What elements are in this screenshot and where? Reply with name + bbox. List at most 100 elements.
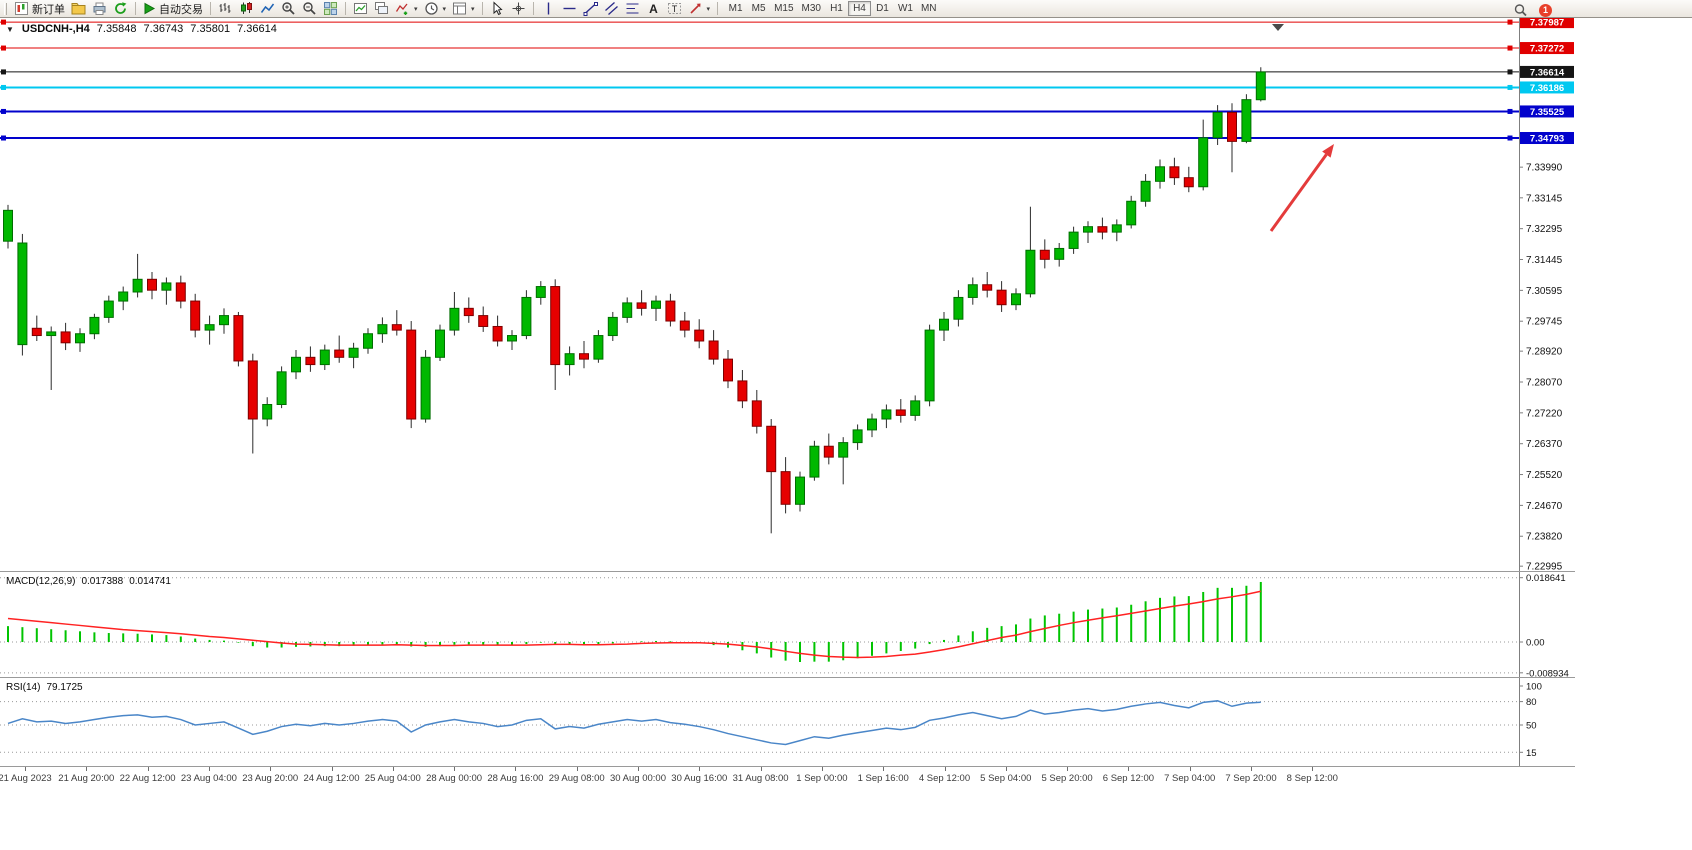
macd-value-main: 0.017388 bbox=[81, 576, 124, 587]
time-label: 1 Sep 00:00 bbox=[796, 773, 848, 784]
line-handle[interactable] bbox=[1, 108, 6, 114]
search-button[interactable] bbox=[1511, 2, 1530, 18]
svg-text:7.32295: 7.32295 bbox=[1526, 224, 1563, 235]
bull-candle bbox=[535, 286, 546, 298]
candlestick-chart-button[interactable] bbox=[237, 1, 256, 17]
profiles-button[interactable] bbox=[69, 1, 88, 17]
time-axis[interactable]: 21 Aug 2023 21 Aug 20:00 22 Aug 12:00 23 Au… bbox=[0, 766, 1575, 786]
line-handle[interactable] bbox=[1, 84, 6, 90]
bull-candle bbox=[795, 476, 805, 505]
zoom-in-button[interactable] bbox=[279, 1, 298, 17]
timeframe-H4[interactable]: H4 bbox=[847, 1, 871, 16]
timeframe-W1[interactable]: W1 bbox=[894, 1, 917, 16]
bear-candle bbox=[579, 353, 589, 360]
cursor-button[interactable] bbox=[488, 1, 507, 17]
arrange-windows-button[interactable] bbox=[372, 1, 391, 17]
main-chart-canvas[interactable]: 7.33990 7.33145 7.32295 7.31445 7.30595 7.297… bbox=[0, 18, 1575, 571]
trendline-button[interactable] bbox=[581, 1, 600, 17]
line-handle[interactable] bbox=[1507, 84, 1513, 90]
toolbar-grip[interactable] bbox=[4, 2, 7, 15]
periods-button[interactable]: ▾ bbox=[422, 1, 449, 17]
arrows-icon bbox=[689, 3, 701, 14]
toolbar-right-group: 1 bbox=[1510, 2, 1552, 18]
bull-candle bbox=[1126, 200, 1137, 226]
bull-candle bbox=[881, 409, 892, 420]
bar-chart-button[interactable] bbox=[216, 1, 235, 17]
tile-windows-button[interactable] bbox=[321, 1, 340, 17]
bear-candle bbox=[996, 289, 1007, 306]
line-handle[interactable] bbox=[1507, 45, 1513, 51]
line-chart-button[interactable] bbox=[258, 1, 277, 17]
refresh-button[interactable] bbox=[111, 1, 130, 17]
text-label-button[interactable]: T bbox=[665, 1, 684, 17]
bull-candle bbox=[967, 284, 978, 298]
text-label-icon: T bbox=[667, 3, 681, 14]
auto-trading-button[interactable]: 自动交易 bbox=[141, 1, 205, 17]
bull-candle bbox=[262, 403, 273, 420]
bull-candle bbox=[809, 445, 820, 478]
zoom-out-button[interactable] bbox=[300, 1, 319, 17]
toolbar-separator bbox=[532, 2, 534, 15]
line-handle[interactable] bbox=[1, 135, 6, 141]
timeframe-H1[interactable]: H1 bbox=[825, 1, 848, 16]
line-handle[interactable] bbox=[1507, 135, 1513, 141]
macd-signal-line bbox=[7, 590, 1261, 659]
bear-candle bbox=[665, 300, 676, 322]
chart-shift-marker[interactable] bbox=[1272, 24, 1284, 31]
new-order-button[interactable]: 新订单 bbox=[12, 1, 67, 17]
bull-candle bbox=[607, 316, 618, 337]
svg-text:7.24670: 7.24670 bbox=[1526, 501, 1563, 512]
svg-text:80: 80 bbox=[1526, 697, 1537, 708]
time-label: 6 Sep 12:00 bbox=[1102, 773, 1155, 784]
timeframe-M15[interactable]: M15 bbox=[770, 1, 797, 16]
bear-candle bbox=[31, 327, 42, 337]
print-preview-button[interactable] bbox=[90, 1, 109, 17]
new-chart-icon bbox=[354, 3, 367, 14]
line-handle[interactable] bbox=[1, 45, 6, 51]
horizontal-line-button[interactable] bbox=[560, 1, 579, 17]
new-order-label: 新订单 bbox=[32, 3, 65, 16]
time-label: 21 Aug 2023 bbox=[0, 773, 52, 784]
timeframe-M5[interactable]: M5 bbox=[747, 1, 770, 16]
fibonacci-button[interactable] bbox=[623, 1, 642, 17]
bull-candle bbox=[75, 333, 85, 344]
macd-canvas[interactable]: 0.018641 0.00 -0.008934 bbox=[0, 572, 1575, 677]
chart-menu-arrow[interactable]: ▼ bbox=[6, 24, 14, 34]
new-chart-button[interactable] bbox=[351, 1, 370, 17]
crosshair-button[interactable] bbox=[509, 1, 528, 17]
bear-candle bbox=[463, 307, 474, 317]
add-indicator-button[interactable]: ▾ bbox=[393, 1, 420, 17]
time-tick bbox=[515, 767, 517, 771]
line-handle[interactable] bbox=[1, 19, 6, 25]
price-badge bbox=[1520, 65, 1574, 78]
timeframe-M1[interactable]: M1 bbox=[724, 1, 747, 16]
time-label: 28 Aug 16:00 bbox=[487, 773, 544, 784]
search-icon bbox=[1514, 3, 1527, 16]
text-button[interactable]: A bbox=[644, 1, 663, 17]
bear-candle bbox=[723, 358, 733, 382]
trendline-icon bbox=[583, 2, 598, 16]
bull-candle bbox=[1068, 231, 1079, 249]
line-handle[interactable] bbox=[1, 69, 6, 75]
tile-windows-icon bbox=[324, 2, 337, 15]
bull-candle bbox=[507, 335, 517, 342]
line-handle[interactable] bbox=[1507, 108, 1513, 114]
rsi-canvas[interactable]: 100 80 50 15 bbox=[0, 678, 1575, 766]
timeframe-MN[interactable]: MN bbox=[917, 1, 941, 16]
line-handle[interactable] bbox=[1507, 69, 1513, 75]
line-handle[interactable] bbox=[1507, 19, 1513, 25]
timeframe-D1[interactable]: D1 bbox=[871, 1, 894, 16]
toolbar-separator bbox=[135, 2, 136, 15]
equidistant-channel-button[interactable] bbox=[602, 1, 621, 17]
annotation-arrow[interactable] bbox=[1269, 153, 1328, 232]
time-label: 22 Aug 12:00 bbox=[119, 773, 176, 784]
timeframe-M30[interactable]: M30 bbox=[798, 1, 825, 16]
svg-text:50: 50 bbox=[1526, 721, 1537, 732]
chevron-down-icon: ▾ bbox=[414, 5, 418, 13]
horizontal-line-icon bbox=[563, 7, 576, 10]
bear-candle bbox=[679, 320, 690, 331]
arrows-button[interactable]: ▾ bbox=[686, 1, 713, 17]
notification-badge[interactable]: 1 bbox=[1539, 3, 1552, 17]
templates-button[interactable]: ▾ bbox=[450, 1, 477, 17]
vertical-line-button[interactable] bbox=[539, 1, 558, 17]
